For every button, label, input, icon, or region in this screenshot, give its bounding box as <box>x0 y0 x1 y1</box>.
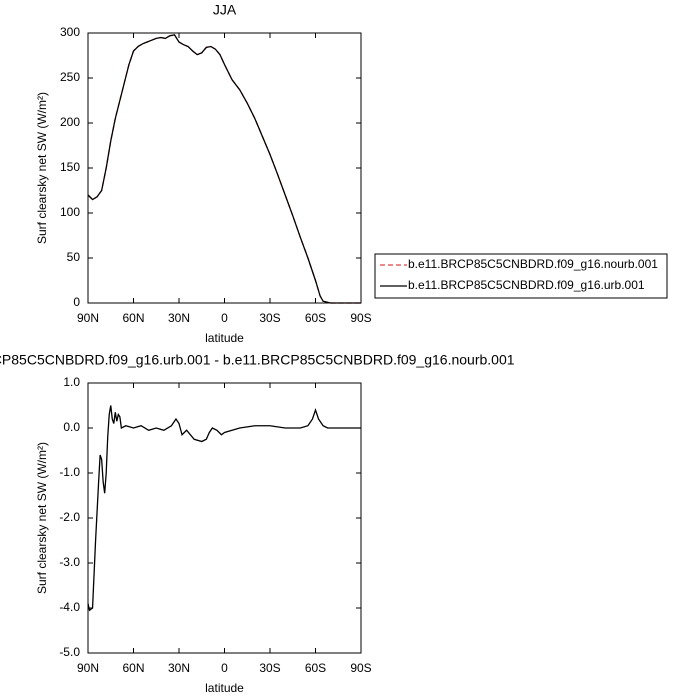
chart-title: JJA <box>213 2 237 18</box>
y-tick-label: -3.0 <box>59 555 80 569</box>
y-tick-label: 200 <box>60 115 80 129</box>
y-axis-label: Surf clearsky net SW (W/m²) <box>35 92 49 244</box>
data-line <box>87 405 361 612</box>
x-tick-label: 0 <box>221 661 228 675</box>
y-tick-label: 300 <box>60 25 80 39</box>
legend-label: b.e11.BRCP85C5CNBDRD.f09_g16.nourb.001 <box>408 257 658 271</box>
x-tick-label: 90S <box>350 311 371 325</box>
x-axis-label: latitude <box>205 331 244 345</box>
y-tick-label: 0 <box>73 295 80 309</box>
legend-box <box>374 253 668 299</box>
x-tick-label: 90S <box>350 661 371 675</box>
x-tick-label: 60S <box>305 661 326 675</box>
data-line <box>87 34 361 304</box>
plot-frame <box>87 32 362 304</box>
y-tick-label: 50 <box>67 250 81 264</box>
x-tick-label: 90N <box>77 311 99 325</box>
y-tick-label: 100 <box>60 205 80 219</box>
x-tick-label: 0 <box>221 311 228 325</box>
y-axis-label: Surf clearsky net SW (W/m²) <box>35 442 49 594</box>
legend-label: b.e11.BRCP85C5CNBDRD.f09_g16.urb.001 <box>408 278 645 292</box>
x-tick-label: 60S <box>305 311 326 325</box>
y-tick-label: 0.0 <box>63 420 80 434</box>
x-axis-label: latitude <box>205 681 244 695</box>
y-tick-label: -2.0 <box>59 510 80 524</box>
plot-frame <box>87 382 362 654</box>
x-tick-label: 90N <box>77 661 99 675</box>
x-tick-label: 30N <box>168 311 190 325</box>
x-tick-label: 60N <box>122 661 144 675</box>
data-line <box>87 34 361 304</box>
y-tick-label: -1.0 <box>59 465 80 479</box>
x-tick-label: 30S <box>259 661 280 675</box>
y-tick-label: -5.0 <box>59 645 80 659</box>
y-tick-label: -4.0 <box>59 600 80 614</box>
y-tick-label: 150 <box>60 160 80 174</box>
x-tick-label: 30S <box>259 311 280 325</box>
x-tick-label: 30N <box>168 661 190 675</box>
chart-title: b.e11.BRCP85C5CNBDRD.f09_g16.urb.001 - b… <box>0 352 515 368</box>
y-tick-label: 250 <box>60 70 80 84</box>
y-tick-label: 1.0 <box>63 375 80 389</box>
x-tick-label: 60N <box>122 311 144 325</box>
